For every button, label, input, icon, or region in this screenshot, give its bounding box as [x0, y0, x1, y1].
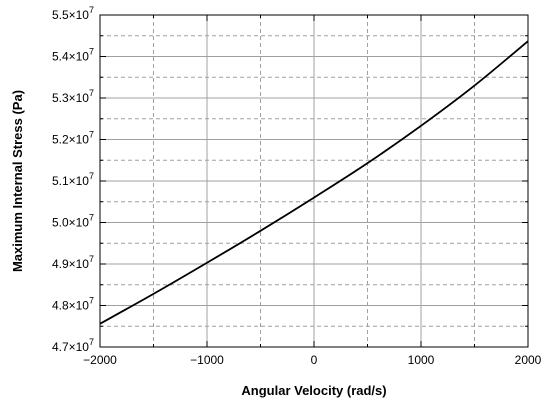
y-tick-label: 5.2×107: [52, 130, 94, 147]
y-axis-title: Maximum Internal Stress (Pa): [10, 90, 25, 272]
y-tick-label: 4.7×107: [52, 337, 94, 354]
x-tick-label: −2000: [83, 353, 117, 367]
grid: [100, 15, 528, 347]
series-line: [99, 40, 529, 325]
x-axis-title: Angular Velocity (rad/s): [241, 383, 386, 398]
x-tick-label: 0: [311, 353, 318, 367]
x-tick-label: −1000: [190, 353, 224, 367]
y-tick-label: 4.9×107: [52, 254, 94, 271]
y-tick-label: 5.3×107: [52, 88, 94, 105]
y-tick-label: 5.0×107: [52, 213, 94, 230]
x-tick-label: 2000: [515, 353, 542, 367]
x-tick-label: 1000: [408, 353, 435, 367]
axis-ticks: [99, 14, 529, 348]
y-tick-label: 5.1×107: [52, 171, 94, 188]
tick-labels: −2000 −1000 0 1000 2000 4.7×107 4.8×107 4.9×107…: [52, 5, 542, 367]
y-tick-label: 5.5×107: [52, 5, 94, 22]
y-tick-label: 5.4×107: [52, 47, 94, 64]
y-tick-label: 4.8×107: [52, 296, 94, 313]
